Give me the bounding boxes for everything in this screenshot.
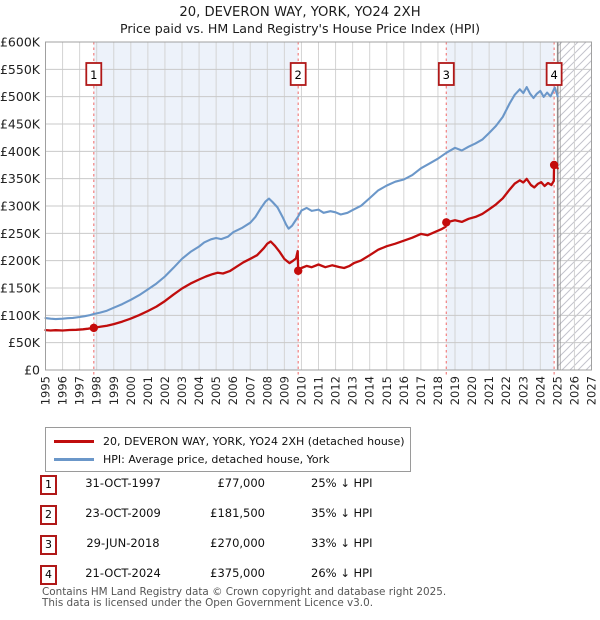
y-axis-tick-label: £100K: [0, 308, 41, 323]
sale-hpi-diff: 35% ↓ HPI: [311, 506, 373, 520]
y-axis-tick-label: £550K: [0, 62, 41, 77]
sale-hpi-diff: 33% ↓ HPI: [311, 536, 373, 550]
y-axis-tick-label: £200K: [0, 253, 41, 268]
x-axis-tick-label: 2022: [499, 376, 513, 405]
y-axis-tick-label: £300K: [0, 199, 41, 214]
sale-price: £77,000: [217, 476, 265, 490]
x-axis-tick-label: 2021: [482, 376, 496, 405]
x-axis-tick-label: 1995: [39, 376, 53, 405]
sale-point-dot: [549, 160, 559, 170]
sale-price: £181,500: [210, 506, 265, 520]
sale-marker-number: 4: [550, 68, 557, 82]
x-axis-tick-label: 2024: [533, 376, 547, 405]
x-axis-tick-label: 2009: [277, 376, 291, 405]
y-axis-tick-label: £0: [24, 363, 40, 378]
legend-item-hpi: HPI: Average price, detached house, York: [46, 450, 410, 468]
x-axis-tick-label: 2019: [448, 376, 462, 405]
sale-hpi-diff: 26% ↓ HPI: [311, 566, 373, 580]
footer-line: Contains HM Land Registry data © Crown c…: [42, 586, 447, 598]
x-axis-tick-label: 2025: [550, 376, 564, 405]
x-axis-tick-label: 2012: [329, 376, 343, 405]
x-axis-tick-label: 1997: [73, 376, 87, 405]
footer-line: This data is licensed under the Open Gov…: [42, 597, 374, 609]
x-axis-tick-label: 2005: [209, 376, 223, 405]
sale-number-badge: 2: [40, 505, 57, 525]
x-axis-tick-label: 2014: [363, 376, 377, 405]
blue-line-swatch-icon: [54, 457, 94, 461]
chart-header: 20, DEVERON WAY, YORK, YO24 2XH Price pa…: [0, 4, 600, 37]
x-axis-tick-label: 2023: [516, 376, 530, 405]
x-axis-tick-label: 2017: [414, 376, 428, 405]
sale-date: 31-OCT-1997: [85, 476, 161, 490]
legend-item-price-paid: 20, DEVERON WAY, YORK, YO24 2XH (detache…: [46, 432, 410, 450]
x-axis-tick-label: 2008: [260, 376, 274, 405]
sale-number-badge: 3: [40, 535, 57, 555]
y-axis-tick-label: £500K: [0, 89, 41, 104]
x-axis-tick-label: 2010: [294, 376, 308, 405]
table-row: 1 31-OCT-1997 £77,000 25% ↓ HPI: [40, 475, 560, 497]
y-axis-tick-label: £350K: [0, 171, 41, 186]
y-axis-tick-label: £250K: [0, 226, 41, 241]
sale-marker-badge: [437, 62, 455, 86]
sale-marker-number: 3: [443, 68, 450, 82]
y-axis-tick-label: £150K: [0, 281, 41, 296]
x-axis-tick-label: 2001: [141, 376, 155, 405]
table-row: 3 29-JUN-2018 £270,000 33% ↓ HPI: [40, 535, 560, 557]
sale-marker-number: 2: [295, 68, 302, 82]
x-axis-tick-label: 1998: [90, 376, 104, 405]
plot-border: [45, 41, 592, 371]
sale-point-dot: [89, 323, 98, 333]
price-paid-line: [44, 163, 559, 332]
x-axis-tick-label: 2026: [567, 376, 581, 405]
sale-point-dot: [442, 218, 451, 227]
sale-price: £270,000: [210, 536, 265, 550]
sale-number-badge: 1: [40, 475, 57, 495]
x-axis-tick-label: 2018: [431, 376, 445, 405]
x-axis-tick-label: 2020: [465, 376, 479, 405]
sale-date: 23-OCT-2009: [85, 506, 161, 520]
x-axis-tick-label: 2004: [192, 376, 206, 405]
x-axis-tick-label: 2007: [243, 376, 257, 405]
x-axis-tick-label: 1996: [56, 376, 70, 405]
red-line-swatch-icon: [54, 439, 94, 443]
x-axis-tick-label: 2003: [175, 376, 189, 405]
x-axis-tick-label: 2013: [346, 376, 360, 405]
table-row: 4 21-OCT-2024 £375,000 26% ↓ HPI: [40, 565, 560, 587]
x-axis-tick-label: 2002: [158, 376, 172, 405]
y-axis-tick-label: £400K: [0, 144, 41, 159]
page-subtitle: Price paid vs. HM Land Registry's House …: [119, 21, 481, 36]
sale-point-dot: [293, 266, 303, 275]
x-axis-tick-label: 2015: [380, 376, 394, 405]
license-footer: Contains HM Land Registry data © Crown c…: [42, 587, 446, 609]
y-axis-tick-label: £50K: [8, 335, 41, 350]
sale-marker-badge: [85, 62, 103, 86]
hpi-line: [44, 86, 559, 321]
sale-hpi-diff: 25% ↓ HPI: [311, 476, 373, 490]
y-axis-tick-label: £450K: [0, 117, 41, 132]
sale-date: 29-JUN-2018: [86, 536, 160, 550]
x-axis-tick-label: 2027: [585, 376, 599, 405]
x-axis-tick-label: 1999: [107, 376, 121, 405]
page-title: 20, DEVERON WAY, YORK, YO24 2XH: [179, 5, 421, 20]
x-axis-tick-label: 2016: [397, 376, 411, 405]
chart-legend: 20, DEVERON WAY, YORK, YO24 2XH (detache…: [45, 427, 411, 472]
legend-label: HPI: Average price, detached house, York: [103, 452, 330, 466]
sale-marker-badge: [545, 62, 563, 86]
table-row: 2 23-OCT-2009 £181,500 35% ↓ HPI: [40, 505, 560, 527]
sale-number-badge: 4: [40, 565, 57, 585]
sale-date: 21-OCT-2024: [85, 566, 161, 580]
sale-price: £375,000: [210, 566, 265, 580]
x-axis-tick-label: 2006: [226, 376, 240, 405]
x-axis-tick-label: 2000: [124, 376, 138, 405]
sale-marker-number: 1: [90, 68, 97, 82]
x-axis-tick-label: 2011: [312, 376, 326, 405]
y-axis-tick-label: £600K: [0, 36, 41, 50]
sale-marker-badge: [289, 62, 307, 86]
legend-label: 20, DEVERON WAY, YORK, YO24 2XH (detache…: [103, 434, 405, 448]
price-chart: 1 2 3 4 £600K £550K £500K £450K £400K £350K £300K £…: [0, 36, 599, 405]
